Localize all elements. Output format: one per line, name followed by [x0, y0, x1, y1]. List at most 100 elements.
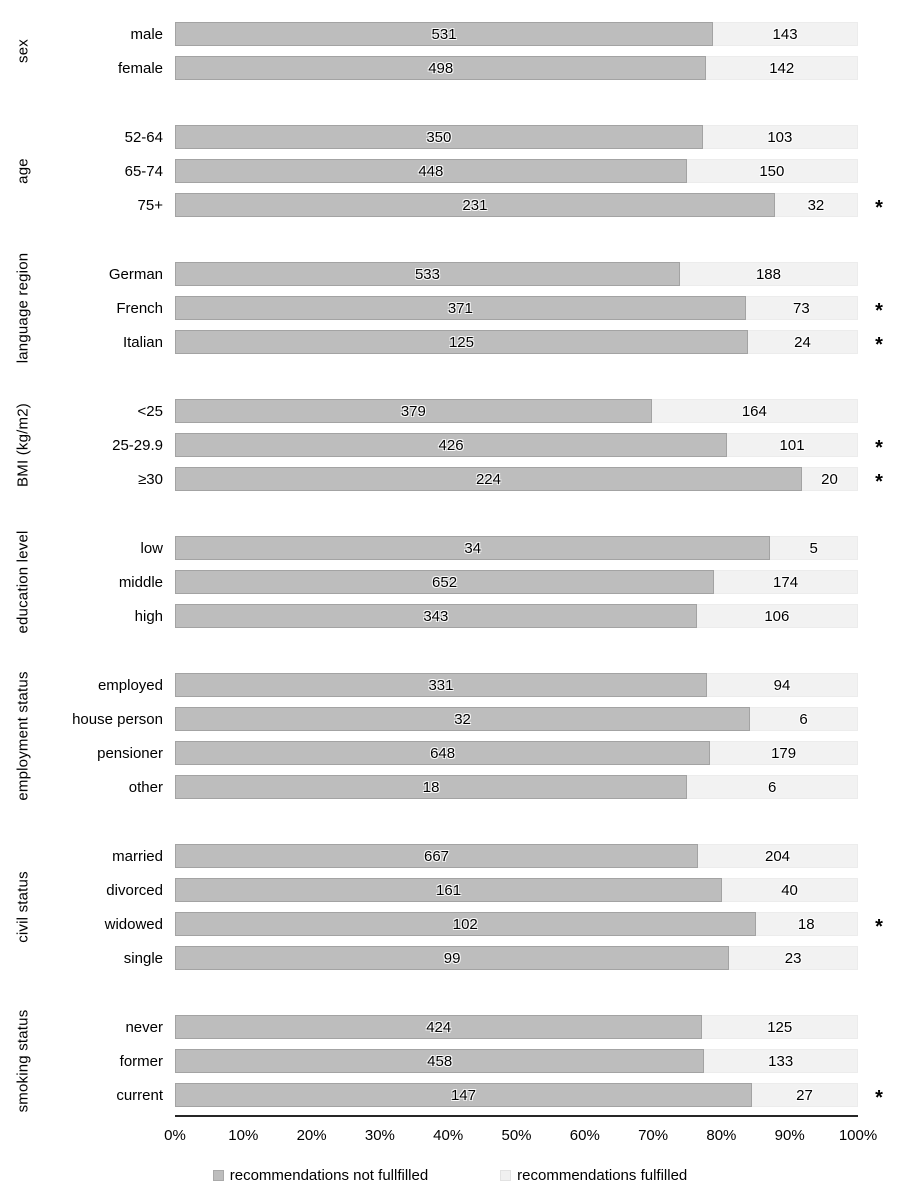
- bar-track: 648 179: [175, 741, 858, 765]
- group-rows: male 531 143 female 498 142: [45, 17, 900, 85]
- bar-track: 99 23: [175, 946, 858, 970]
- group-label-wrap: civil status: [0, 839, 45, 975]
- group-label-wrap: education level: [0, 530, 45, 633]
- significance-empty: [858, 750, 900, 756]
- value-label-not-fulfilled: 498: [428, 59, 454, 77]
- bar-segment-fulfilled: 73: [745, 296, 858, 320]
- significance-empty: [858, 1058, 900, 1064]
- row-label-italian: Italian: [122, 333, 163, 351]
- bar-track: 224 20: [175, 467, 858, 491]
- bar-row-single: single 99 23: [45, 941, 900, 975]
- value-label-fulfilled: 94: [773, 676, 791, 694]
- bar-segment-fulfilled: 18: [755, 912, 858, 936]
- value-label-not-fulfilled: 18: [422, 778, 440, 796]
- bar-row-italian: Italian 125 24 *: [45, 325, 900, 359]
- row-label-single: single: [123, 949, 163, 967]
- legend: recommendations not fullfilled recommend…: [0, 1167, 900, 1184]
- row-label-french: French: [116, 299, 163, 317]
- legend-item-fulfilled: recommendations fulfilled: [500, 1167, 687, 1184]
- group-rows: <25 379 164 25-29.9 426 101 * ≥30 224 20 *: [45, 394, 900, 496]
- bar-segment-not-fulfilled: 231: [175, 193, 775, 217]
- bar-segment-not-fulfilled: 99: [175, 946, 730, 970]
- bar-track: 498 142: [175, 56, 858, 80]
- bar-segment-fulfilled: 164: [651, 399, 858, 423]
- value-label-fulfilled: 23: [784, 949, 802, 967]
- bar-row-french: French 371 73 *: [45, 291, 900, 325]
- value-label-not-fulfilled: 424: [426, 1018, 452, 1036]
- value-label-fulfilled: 106: [764, 607, 790, 625]
- value-label-not-fulfilled: 448: [418, 162, 444, 180]
- row-label-german: German: [108, 265, 163, 283]
- category-group-age: age 52-64 350 103 65-74 448 150 75+ 231 32 *: [0, 120, 900, 222]
- bar-track: 533 188: [175, 262, 858, 286]
- significance-empty: [858, 31, 900, 37]
- bar-track: 343 106: [175, 604, 858, 628]
- bar-segment-fulfilled: 174: [714, 570, 858, 594]
- value-label-fulfilled: 40: [781, 881, 798, 899]
- bar-segment-fulfilled: 6: [750, 707, 858, 731]
- bar-track: 458 133: [175, 1049, 858, 1073]
- bar-row-pensioner: pensioner 648 179: [45, 736, 900, 770]
- row-label-pensioner: pensioner: [97, 744, 163, 762]
- row-label-25: <25: [137, 402, 163, 420]
- significance-empty: [858, 134, 900, 140]
- bar-segment-fulfilled: 6: [687, 775, 858, 799]
- group-label-wrap: sex: [0, 17, 45, 85]
- chart-groups: sex male 531 143 female 498 142 age 52-64 350 103 6…: [0, 17, 900, 1113]
- value-label-fulfilled: 125: [767, 1018, 793, 1036]
- bar-row-current: current 147 27 *: [45, 1078, 900, 1112]
- bar-segment-fulfilled: 179: [710, 741, 858, 765]
- row-label-divorced: divorced: [106, 881, 163, 899]
- legend-label-fulfilled: recommendations fulfilled: [517, 1167, 688, 1184]
- group-rows: German 533 188 French 371 73 * Italian 125 24 *: [45, 257, 900, 359]
- value-label-not-fulfilled: 224: [475, 470, 501, 488]
- value-label-not-fulfilled: 667: [424, 847, 450, 865]
- category-group-employment-status: employment status employed 331 94 house pers…: [0, 668, 900, 804]
- value-label-not-fulfilled: 161: [436, 881, 462, 899]
- significance-empty: [858, 65, 900, 71]
- bar-track: 34 5: [175, 536, 858, 560]
- bar-segment-fulfilled: 101: [727, 433, 858, 457]
- group-label-employment-status: employment status: [14, 671, 31, 801]
- value-label-fulfilled: 133: [768, 1052, 794, 1070]
- group-label-language-region: language region: [14, 252, 31, 364]
- bar-segment-fulfilled: 23: [729, 946, 858, 970]
- bar-row-low: low 34 5: [45, 531, 900, 565]
- category-group-sex: sex male 531 143 female 498 142: [0, 17, 900, 85]
- group-label-wrap: age: [0, 120, 45, 222]
- value-label-not-fulfilled: 533: [414, 265, 440, 283]
- bar-segment-not-fulfilled: 667: [175, 844, 699, 868]
- x-axis: 0% 10% 20% 30% 40% 50% 60% 70% 80% 90% 100%: [164, 1115, 877, 1155]
- bar-row-married: married 667 204: [45, 839, 900, 873]
- row-label-low: low: [140, 539, 163, 557]
- x-axis-tick-100pct: 100%: [838, 1127, 878, 1144]
- value-label-not-fulfilled: 102: [452, 915, 478, 933]
- value-label-fulfilled: 24: [794, 333, 811, 351]
- bar-segment-not-fulfilled: 498: [175, 56, 707, 80]
- category-group-civil-status: civil status married 667 204 divorced 161 40 wi…: [0, 839, 900, 975]
- category-group-smoking-status: smoking status never 424 125 former 458 133 cur…: [0, 1010, 900, 1113]
- group-label-sex: sex: [14, 39, 31, 63]
- bar-track: 652 174: [175, 570, 858, 594]
- bar-segment-not-fulfilled: 533: [175, 262, 680, 286]
- row-label-75: 75+: [137, 196, 163, 214]
- bar-segment-not-fulfilled: 102: [175, 912, 756, 936]
- value-label-not-fulfilled: 331: [428, 676, 454, 694]
- significance-empty: [858, 168, 900, 174]
- row-label-high: high: [134, 607, 163, 625]
- value-label-fulfilled: 73: [793, 299, 810, 317]
- bar-track: 667 204: [175, 844, 858, 868]
- bar-track: 379 164: [175, 399, 858, 423]
- significance-empty: [858, 271, 900, 277]
- bar-row-male: male 531 143: [45, 17, 900, 51]
- bar-track: 125 24: [175, 330, 858, 354]
- bar-track: 531 143: [175, 22, 858, 46]
- value-label-not-fulfilled: 426: [438, 436, 464, 454]
- group-label-wrap: smoking status: [0, 1010, 45, 1113]
- bar-segment-fulfilled: 204: [698, 844, 858, 868]
- value-label-fulfilled: 143: [772, 25, 798, 43]
- x-axis-tick-30pct: 30%: [364, 1127, 395, 1144]
- bar-row-former: former 458 133: [45, 1044, 900, 1078]
- bar-segment-fulfilled: 32: [774, 193, 858, 217]
